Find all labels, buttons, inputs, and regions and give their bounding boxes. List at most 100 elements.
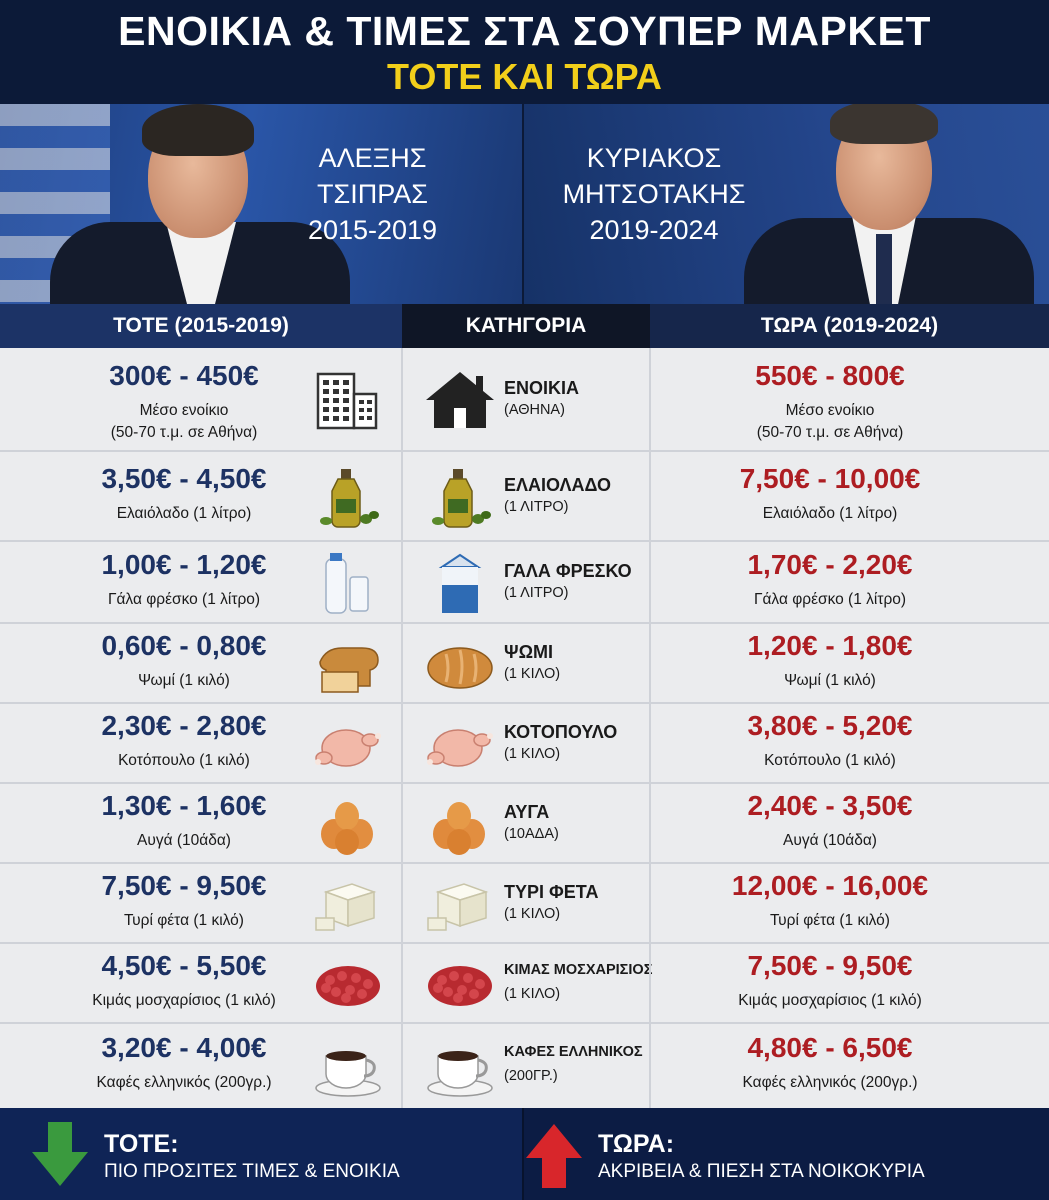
table-row: 4,50€ - 5,50€ Κιμάς μοσχαρίσιος (1 κιλό)… (0, 944, 1049, 1024)
then-description: Κοτόπουλο (1 κιλό) (118, 752, 250, 769)
minced-meat-icon (428, 966, 492, 1006)
then-description: Ελαιόλαδο (1 λίτρο) (116, 505, 252, 522)
title-bar: ΕΝΟΙΚΙΑ & ΤΙΜΕΣ ΣΤΑ ΣΟΥΠΕΡ ΜΑΡΚΕΤ ΤΟΤΕ Κ… (0, 0, 1049, 104)
category-name: ΚΙΜΑΣ ΜΟΣΧΑΡΙΣΙΟΣ (504, 962, 653, 978)
category-name: ΕΛΑΙΟΛΑΔΟ (504, 475, 611, 495)
now-price: 550€ - 800€ (755, 360, 905, 391)
now-price: 4,80€ - 6,50€ (747, 1032, 913, 1063)
now-cell: 3,80€ - 5,20€ Κοτόπουλο (1 κιλό) (650, 704, 1049, 782)
table-row: 300€ - 450€ Μέσο ενοίκιο (50-70 τ.μ. σε … (0, 348, 1049, 452)
then-cell: 0,60€ - 0,80€ Ψωμί (1 κιλό) (0, 624, 402, 702)
table-row: 0,60€ - 0,80€ Ψωμί (1 κιλό) ΨΩΜΙ (1 ΚΙΛΟ… (0, 624, 1049, 704)
then-price: 300€ - 450€ (109, 360, 259, 391)
olive-oil-icon (432, 469, 491, 528)
then-description: Ψωμί (1 κιλό) (138, 672, 230, 689)
table-row: 1,00€ - 1,20€ Γάλα φρέσκο (1 λίτρο) ΓΑΛΑ… (0, 542, 1049, 624)
then-cell: 300€ - 450€ Μέσο ενοίκιο (50-70 τ.μ. σε … (0, 348, 402, 450)
footer-left: ΤΟΤΕ: ΠΙΟ ΠΡΟΣΙΤΕΣ ΤΙΜΕΣ & ΕΝΟΙΚΙΑ (0, 1108, 524, 1200)
then-cell: 4,50€ - 5,50€ Κιμάς μοσχαρίσιος (1 κιλό) (0, 944, 402, 1022)
then-description: Γάλα φρέσκο (1 λίτρο) (107, 591, 261, 608)
then-price: 2,30€ - 2,80€ (101, 710, 267, 741)
then-price: 3,20€ - 4,00€ (101, 1032, 267, 1063)
milk-carton-icon (438, 553, 482, 613)
bread-icon (319, 647, 379, 693)
category-name: ΚΟΤΟΠΟΥΛΟ (504, 722, 618, 742)
category-unit: (10ΑΔΑ) (504, 826, 559, 842)
table-row: 3,50€ - 4,50€ Ελαιόλαδο (1 λίτρο) ΕΛΑΙΟΛ… (0, 452, 1049, 542)
then-price: 4,50€ - 5,50€ (101, 950, 267, 981)
category-unit: (ΑΘΗΝΑ) (504, 402, 565, 418)
now-cell: 7,50€ - 9,50€ Κιμάς μοσχαρίσιος (1 κιλό) (650, 944, 1049, 1022)
category-cell: ΕΝΟΙΚΙΑ (ΑΘΗΝΑ) (402, 348, 650, 450)
footer-left-text: ΠΙΟ ΠΡΟΣΙΤΕΣ ΤΙΜΕΣ & ΕΝΟΙΚΙΑ (104, 1161, 400, 1182)
now-price: 12,00€ - 16,00€ (731, 870, 929, 901)
building-icon (316, 372, 378, 430)
then-price: 3,50€ - 4,50€ (101, 463, 267, 494)
then-description: Κιμάς μοσχαρίσιος (1 κιλό) (92, 992, 276, 1009)
category-unit: (1 ΛΙΤΡΟ) (504, 585, 569, 601)
minced-meat-icon (316, 966, 380, 1006)
column-header-category: ΚΑΤΗΓΟΡΙΑ (402, 304, 650, 348)
coffee-cup-icon (315, 1051, 381, 1097)
then-price: 0,60€ - 0,80€ (101, 630, 267, 661)
then-description: Αυγά (10άδα) (137, 832, 231, 849)
olive-oil-icon (320, 469, 379, 528)
eggs-icon (321, 802, 373, 855)
right-person-portrait (724, 104, 1044, 304)
then-cell: 1,00€ - 1,20€ Γάλα φρέσκο (1 λίτρο) (0, 542, 402, 622)
column-header-then: ΤΟΤΕ (2015-2019) (0, 304, 402, 348)
then-cell: 1,30€ - 1,60€ Αυγά (10άδα) (0, 784, 402, 862)
page-subtitle: ΤΟΤΕ ΚΑΙ ΤΩΡΑ (387, 56, 662, 97)
feta-icon (315, 883, 377, 931)
left-person-name: ΑΛΕΞΗΣ ΤΣΙΠΡΑΣ 2015-2019 (307, 143, 438, 245)
category-unit: (200ΓΡ.) (504, 1068, 558, 1084)
now-cell: 2,40€ - 3,50€ Αυγά (10άδα) (650, 784, 1049, 862)
price-table: 300€ - 450€ Μέσο ενοίκιο (50-70 τ.μ. σε … (0, 348, 1049, 1108)
house-icon (426, 372, 494, 428)
category-name: ΑΥΓΑ (504, 802, 550, 822)
table-row: 7,50€ - 9,50€ Τυρί φέτα (1 κιλό) ΤΥΡΙ ΦΕ… (0, 864, 1049, 944)
now-description: Αυγά (10άδα) (783, 832, 877, 849)
now-description: Γάλα φρέσκο (1 λίτρο) (753, 591, 907, 608)
category-unit: (1 ΛΙΤΡΟ) (504, 499, 569, 515)
category-cell: ΨΩΜΙ (1 ΚΙΛΟ) (402, 624, 650, 702)
then-price: 1,00€ - 1,20€ (101, 549, 267, 580)
now-price: 2,40€ - 3,50€ (747, 790, 913, 821)
category-unit: (1 ΚΙΛΟ) (504, 906, 561, 922)
category-name: ΓΑΛΑ ΦΡΕΣΚΟ (504, 561, 632, 581)
down-arrow-icon (32, 1122, 88, 1186)
footer-right-text: ΑΚΡΙΒΕΙΑ & ΠΙΕΣΗ ΣΤΑ ΝΟΙΚΟΚΥΡΙΑ (598, 1161, 925, 1182)
then-cell: 3,20€ - 4,00€ Καφές ελληνικός (200γρ.) (0, 1024, 402, 1108)
milk-icon (325, 553, 369, 614)
category-name: ΤΥΡΙ ΦΕΤΑ (504, 882, 599, 902)
now-description: Μέσο ενοίκιο (50-70 τ.μ. σε Αθήνα) (756, 402, 904, 441)
column-divider (401, 348, 403, 1108)
now-cell: 12,00€ - 16,00€ Τυρί φέτα (1 κιλό) (650, 864, 1049, 942)
category-unit: (1 ΚΙΛΟ) (504, 666, 561, 682)
then-price: 7,50€ - 9,50€ (101, 870, 267, 901)
category-cell: ΑΥΓΑ (10ΑΔΑ) (402, 784, 650, 862)
now-price: 7,50€ - 9,50€ (747, 950, 913, 981)
up-arrow-icon (526, 1124, 582, 1188)
then-cell: 2,30€ - 2,80€ Κοτόπουλο (1 κιλό) (0, 704, 402, 782)
table-row: 1,30€ - 1,60€ Αυγά (10άδα) ΑΥΓΑ (10ΑΔΑ) … (0, 784, 1049, 864)
now-cell: 550€ - 800€ Μέσο ενοίκιο (50-70 τ.μ. σε … (650, 348, 1049, 450)
category-cell: ΚΙΜΑΣ ΜΟΣΧΑΡΙΣΙΟΣ (1 ΚΙΛΟ) (402, 944, 653, 1022)
category-name: ΕΝΟΙΚΙΑ (504, 378, 580, 398)
then-price: 1,30€ - 1,60€ (101, 790, 267, 821)
footer-right-heading: ΤΩΡΑ: (598, 1130, 675, 1158)
coffee-cup-icon (427, 1051, 493, 1097)
column-header-now: ΤΩΡΑ (2019-2024) (650, 304, 1049, 348)
bread-loaf-icon (427, 647, 493, 689)
hero-left-panel: ΑΛΕΞΗΣ ΤΣΙΠΡΑΣ 2015-2019 (0, 104, 524, 304)
hero-right-panel: ΚΥΡΙΑΚΟΣ ΜΗΤΣΟΤΑΚΗΣ 2019-2024 (524, 104, 1049, 304)
now-description: Τυρί φέτα (1 κιλό) (770, 912, 890, 929)
category-cell: ΚΑΦΕΣ ΕΛΛΗΝΙΚΟΣ (200ΓΡ.) (402, 1024, 650, 1108)
now-description: Ελαιόλαδο (1 λίτρο) (762, 505, 898, 522)
category-name: ΨΩΜΙ (504, 642, 553, 662)
now-price: 3,80€ - 5,20€ (747, 710, 913, 741)
then-description: Μέσο ενοίκιο (50-70 τ.μ. σε Αθήνα) (110, 402, 258, 441)
then-cell: 7,50€ - 9,50€ Τυρί φέτα (1 κιλό) (0, 864, 402, 942)
now-description: Κοτόπουλο (1 κιλό) (764, 752, 896, 769)
left-person-portrait (40, 104, 360, 304)
